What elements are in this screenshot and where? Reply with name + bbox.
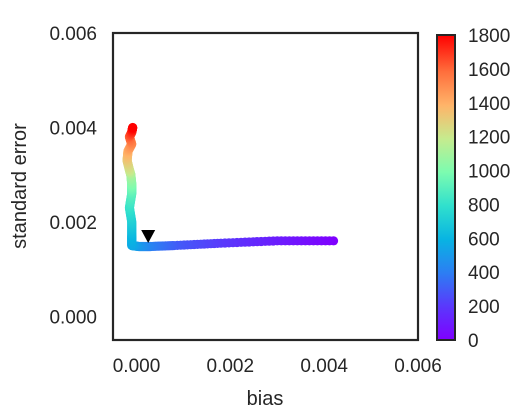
y-tick-label: 0.006 [49,24,97,45]
colorbar-tick-label: 1000 [468,162,510,183]
colorbar-tick-label: 400 [468,263,500,284]
colorbar-tick-label: 1400 [468,94,510,115]
x-tick-label: 0.006 [394,356,442,377]
y-tick-labels: 0.000 0.002 0.004 0.006 [49,24,97,328]
colorbar-tick-label: 200 [468,297,500,318]
plot-frame [111,31,420,342]
colorbar-tick-label: 600 [468,229,500,250]
plot-layer [122,122,339,252]
colorbar [436,34,456,341]
x-tick-label: 0.002 [207,356,255,377]
y-axis-label: standard error [9,123,31,249]
x-tick-label: 0.004 [300,356,348,377]
colorbar-tick-label: 1800 [468,26,510,47]
trajectory-point [128,122,138,133]
y-tick-label: 0.000 [49,307,97,328]
y-tick-label: 0.004 [49,119,97,140]
colorbar-tick-labels: 0 200 400 600 800 1000 1200 1400 1600 1800 [468,26,510,352]
start-marker-triangle [141,230,156,244]
x-axis-label: bias [247,388,284,410]
y-tick-label: 0.002 [49,213,97,234]
colorbar-tick-label: 0 [468,331,479,352]
colorbar-tick-label: 1600 [468,60,510,81]
x-tick-labels: 0.000 0.002 0.004 0.006 [113,356,442,377]
x-tick-label: 0.000 [113,356,161,377]
colorbar-tick-label: 1200 [468,128,510,149]
colorbar-tick-label: 800 [468,195,500,216]
